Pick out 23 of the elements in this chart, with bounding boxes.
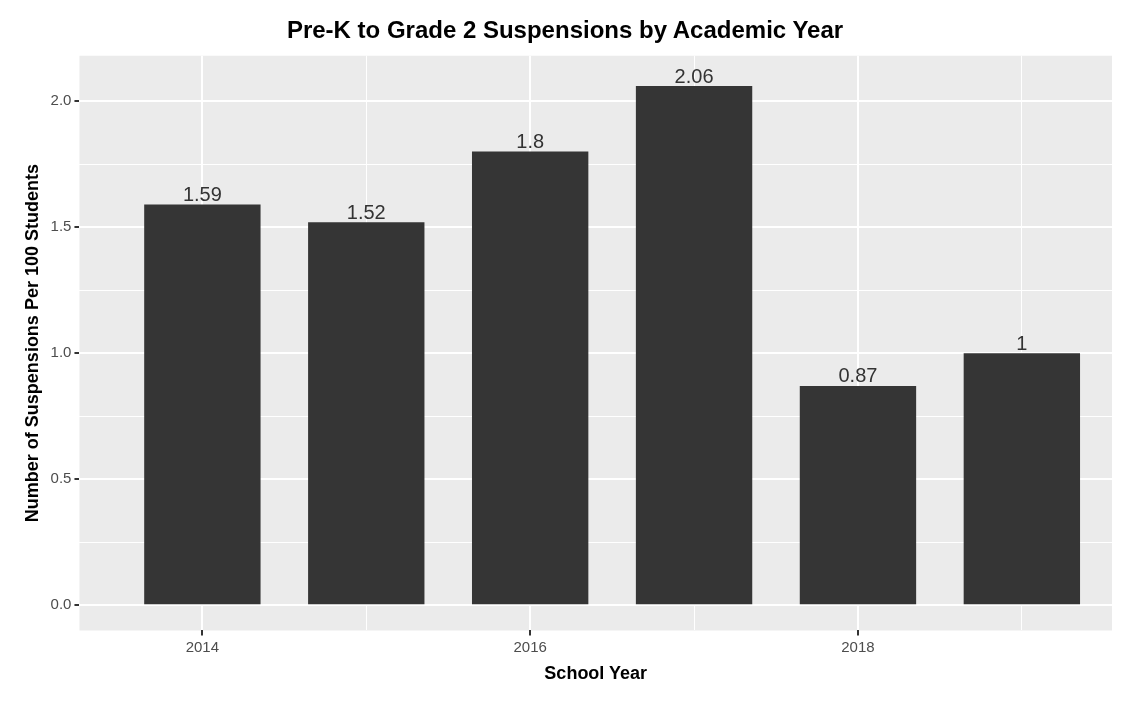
bar: [963, 353, 1081, 605]
x-tick-label: 2018: [841, 637, 875, 655]
data-label: 1.52: [346, 200, 386, 223]
data-label: 2.06: [674, 64, 714, 87]
x-tick-label: 2016: [513, 637, 547, 655]
data-label: 1.59: [182, 183, 222, 206]
y-tick-label: 0.0: [50, 595, 72, 613]
bar: [471, 151, 589, 605]
y-tick-label: 1.0: [50, 343, 72, 361]
bar: [308, 222, 425, 605]
data-label: 1.8: [516, 130, 545, 153]
x-axis-title: School Year: [544, 663, 648, 684]
chart-title: Pre-K to Grade 2 Suspensions by Academic Year: [286, 16, 844, 44]
bar: [635, 86, 753, 605]
y-tick-label: 2.0: [50, 91, 72, 109]
y-tick-label: 1.5: [50, 217, 72, 235]
bar: [144, 204, 261, 605]
x-tick-label: 2014: [185, 637, 220, 655]
y-axis-title: Number of Suspensions Per 100 Students: [21, 164, 42, 523]
y-tick-label: 0.5: [50, 469, 72, 487]
data-label: 1: [1016, 331, 1028, 354]
bar: [799, 385, 917, 605]
data-label: 0.87: [838, 364, 878, 387]
